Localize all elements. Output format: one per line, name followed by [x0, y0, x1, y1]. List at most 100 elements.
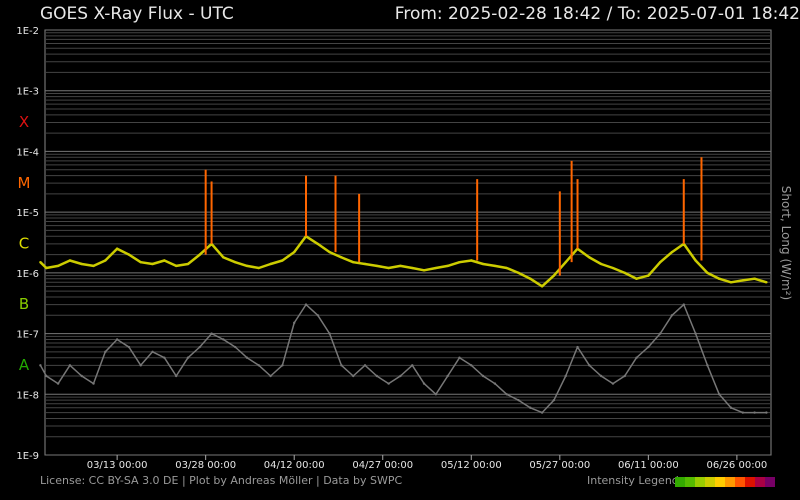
- data-point-short: [198, 345, 201, 349]
- data-point-long: [328, 250, 331, 254]
- data-point-short: [80, 374, 83, 378]
- data-point-long: [115, 247, 119, 250]
- data-point-long: [80, 262, 83, 266]
- data-point-short: [753, 411, 756, 414]
- data-point-long: [658, 260, 662, 264]
- data-point-short: [104, 350, 107, 354]
- data-point-long: [387, 266, 390, 270]
- data-point-short: [706, 364, 709, 367]
- data-point-long: [127, 253, 131, 256]
- data-point-long: [599, 262, 603, 266]
- data-point-long: [56, 264, 60, 268]
- data-point-short: [340, 364, 343, 367]
- data-point-short: [564, 374, 567, 378]
- data-point-short: [363, 364, 367, 367]
- data-point-long: [92, 264, 95, 268]
- legend-swatch: [735, 477, 745, 487]
- data-point-short: [446, 374, 449, 378]
- plot-area: [44, 29, 772, 456]
- data-point-short: [682, 303, 685, 306]
- data-point-long: [174, 264, 178, 268]
- time-range: From: 2025-02-28 18:42 / To: 2025-07-01 …: [394, 4, 800, 24]
- data-point-long: [375, 264, 379, 268]
- legend-swatch: [695, 477, 705, 487]
- data-point-long: [198, 253, 201, 256]
- data-point-long: [505, 266, 508, 270]
- data-point-short: [434, 393, 438, 396]
- data-point-short: [210, 332, 213, 335]
- data-point-short: [470, 364, 473, 367]
- data-point-short: [115, 338, 119, 341]
- data-point-short: [92, 382, 95, 385]
- y-tick-label: 1E-6: [16, 269, 39, 280]
- data-point-short: [233, 345, 237, 349]
- data-point-short: [623, 374, 626, 378]
- data-point-long: [68, 259, 72, 262]
- flare-class-label: M: [18, 174, 31, 192]
- data-point-short: [163, 356, 166, 359]
- series-group: [39, 235, 768, 414]
- data-point-short: [458, 356, 461, 359]
- data-point-short: [222, 338, 225, 341]
- data-point-short: [139, 364, 142, 367]
- data-point-short: [316, 314, 320, 317]
- data-point-long: [233, 260, 237, 264]
- data-point-long: [517, 271, 520, 275]
- data-point-long: [352, 260, 355, 264]
- data-point-short: [599, 374, 603, 378]
- data-point-short: [45, 374, 48, 378]
- data-point-short: [186, 356, 190, 359]
- data-point-long: [540, 285, 544, 288]
- intensity-legend-bar: [675, 477, 775, 487]
- data-point-long: [340, 256, 343, 259]
- data-point-long: [104, 259, 107, 262]
- data-point-short: [717, 393, 721, 396]
- data-point-short: [293, 321, 296, 325]
- data-point-long: [222, 256, 225, 259]
- data-point-long: [434, 266, 438, 270]
- data-point-long: [635, 277, 638, 280]
- x-tick-label: 04/12 00:00: [264, 460, 325, 471]
- data-point-long: [316, 242, 320, 246]
- data-point-long: [139, 260, 142, 264]
- flare-class-label: X: [19, 113, 29, 131]
- license-text: License: CC BY-SA 3.0 DE | Plot by Andre…: [40, 474, 403, 487]
- x-tick-label: 06/11 00:00: [618, 460, 679, 471]
- data-point-short: [694, 332, 697, 335]
- data-point-short: [493, 382, 497, 385]
- data-point-short: [174, 374, 178, 378]
- data-point-short: [729, 406, 733, 409]
- data-point-short: [658, 332, 662, 335]
- flare-class-label: A: [19, 356, 30, 374]
- data-point-short: [670, 314, 674, 317]
- data-point-long: [399, 264, 402, 268]
- data-point-short: [741, 411, 744, 414]
- data-point-short: [304, 303, 308, 306]
- data-point-long: [552, 274, 556, 277]
- intensity-legend-label: Intensity Legend: [587, 474, 679, 487]
- y-tick-label: 1E-3: [16, 87, 39, 98]
- data-point-long: [670, 250, 674, 254]
- data-point-long: [186, 262, 190, 266]
- chart-title: GOES X-Ray Flux - UTC: [40, 4, 234, 24]
- data-point-short: [635, 356, 638, 359]
- data-point-short: [399, 374, 402, 378]
- data-point-long: [163, 259, 166, 262]
- data-point-long: [458, 260, 461, 264]
- legend-swatch: [745, 477, 755, 487]
- data-point-long: [647, 274, 650, 277]
- data-point-long: [45, 266, 48, 270]
- data-point-long: [741, 279, 744, 282]
- data-point-short: [328, 332, 331, 335]
- data-point-long: [529, 277, 532, 280]
- legend-swatch: [755, 477, 765, 487]
- data-point-long: [39, 260, 42, 264]
- data-point-short: [411, 364, 414, 367]
- data-point-long: [753, 277, 756, 280]
- data-point-long: [281, 259, 284, 262]
- data-point-long: [623, 271, 626, 275]
- data-point-short: [375, 374, 379, 378]
- data-point-short: [552, 398, 556, 402]
- legend-swatch: [765, 477, 775, 487]
- data-point-long: [470, 259, 473, 262]
